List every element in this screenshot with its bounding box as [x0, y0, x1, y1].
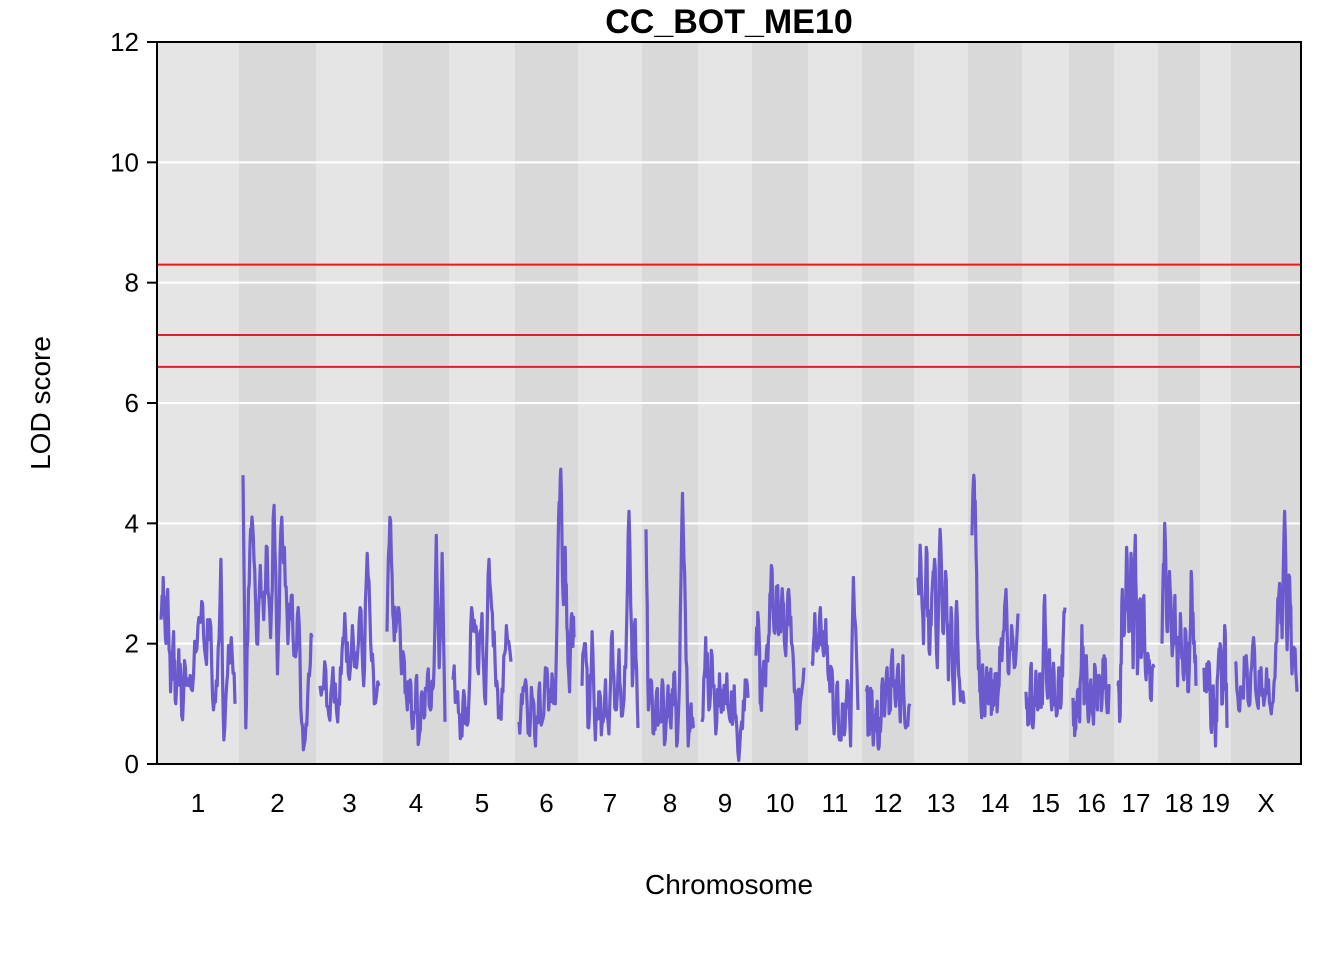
x-tick-label-19: 19: [1201, 788, 1230, 818]
x-tick-label-10: 10: [766, 788, 795, 818]
lod-line-chr-5: [451, 557, 513, 741]
x-tick-label-11: 11: [822, 788, 849, 818]
x-axis: 1 2 3 4 5 6 7 8 9 10 11 12 13 14 15 16 17 18 19 X: [191, 788, 1275, 818]
x-tick-label-x: X: [1257, 788, 1274, 818]
lod-line-chr-11: [810, 575, 860, 748]
threshold-lines: [157, 263, 1301, 368]
x-tick-label-18: 18: [1165, 788, 1194, 818]
y-tick-label-10: 10: [110, 147, 139, 177]
lod-line-chr-15: [1024, 593, 1067, 730]
lod-line-chr-6: [517, 467, 576, 748]
x-tick-label-8: 8: [663, 788, 677, 818]
y-tick-label-2: 2: [125, 629, 139, 659]
lod-line-chr-17: [1116, 533, 1156, 724]
lod-line-chr-14: [970, 473, 1020, 720]
x-tick-label-9: 9: [718, 788, 732, 818]
x-tick-label-17: 17: [1122, 788, 1151, 818]
lod-line-chr-13: [916, 527, 966, 706]
x-tick-label-6: 6: [539, 788, 553, 818]
x-tick-label-4: 4: [409, 788, 423, 818]
y-tick-label-0: 0: [125, 749, 139, 779]
x-tick-label-5: 5: [475, 788, 489, 818]
lod-line-chr-4: [385, 515, 447, 747]
chart-title: CC_BOT_ME10: [605, 3, 853, 41]
x-tick-label-12: 12: [874, 788, 903, 818]
x-tick-label-1: 1: [191, 788, 205, 818]
x-tick-label-3: 3: [342, 788, 356, 818]
y-tick-label-6: 6: [125, 388, 139, 418]
x-axis-label: Chromosome: [645, 869, 813, 900]
lod-line-chr-x: [1233, 509, 1299, 716]
x-tick-label-14: 14: [981, 788, 1010, 818]
lod-line-chr-16: [1071, 623, 1111, 738]
y-tick-label-4: 4: [125, 508, 139, 538]
y-tick-label-8: 8: [125, 268, 139, 298]
lod-line-chr-8: [644, 491, 696, 748]
lod-line-chr-2: [241, 475, 314, 752]
lod-line-chr-3: [318, 551, 381, 724]
y-axis: 0 2 4 6 8 10 12: [110, 27, 158, 779]
lod-line-chr-18: [1160, 521, 1198, 694]
y-axis-label: LOD score: [25, 336, 56, 470]
x-tick-label-7: 7: [603, 788, 617, 818]
lod-line-chr-12: [864, 648, 912, 751]
lod-line-chr-7: [580, 509, 640, 742]
x-tick-label-2: 2: [270, 788, 284, 818]
x-tick-label-13: 13: [927, 788, 956, 818]
lod-line-chr-10: [754, 563, 806, 731]
lod-line-chr-19: [1202, 623, 1229, 748]
lod-line-chr-1: [159, 557, 237, 742]
lod-series: [159, 467, 1299, 763]
x-tick-label-15: 15: [1031, 788, 1060, 818]
y-tick-label-12: 12: [110, 27, 139, 57]
x-tick-label-16: 16: [1077, 788, 1106, 818]
lod-line-chr-9: [700, 635, 750, 763]
